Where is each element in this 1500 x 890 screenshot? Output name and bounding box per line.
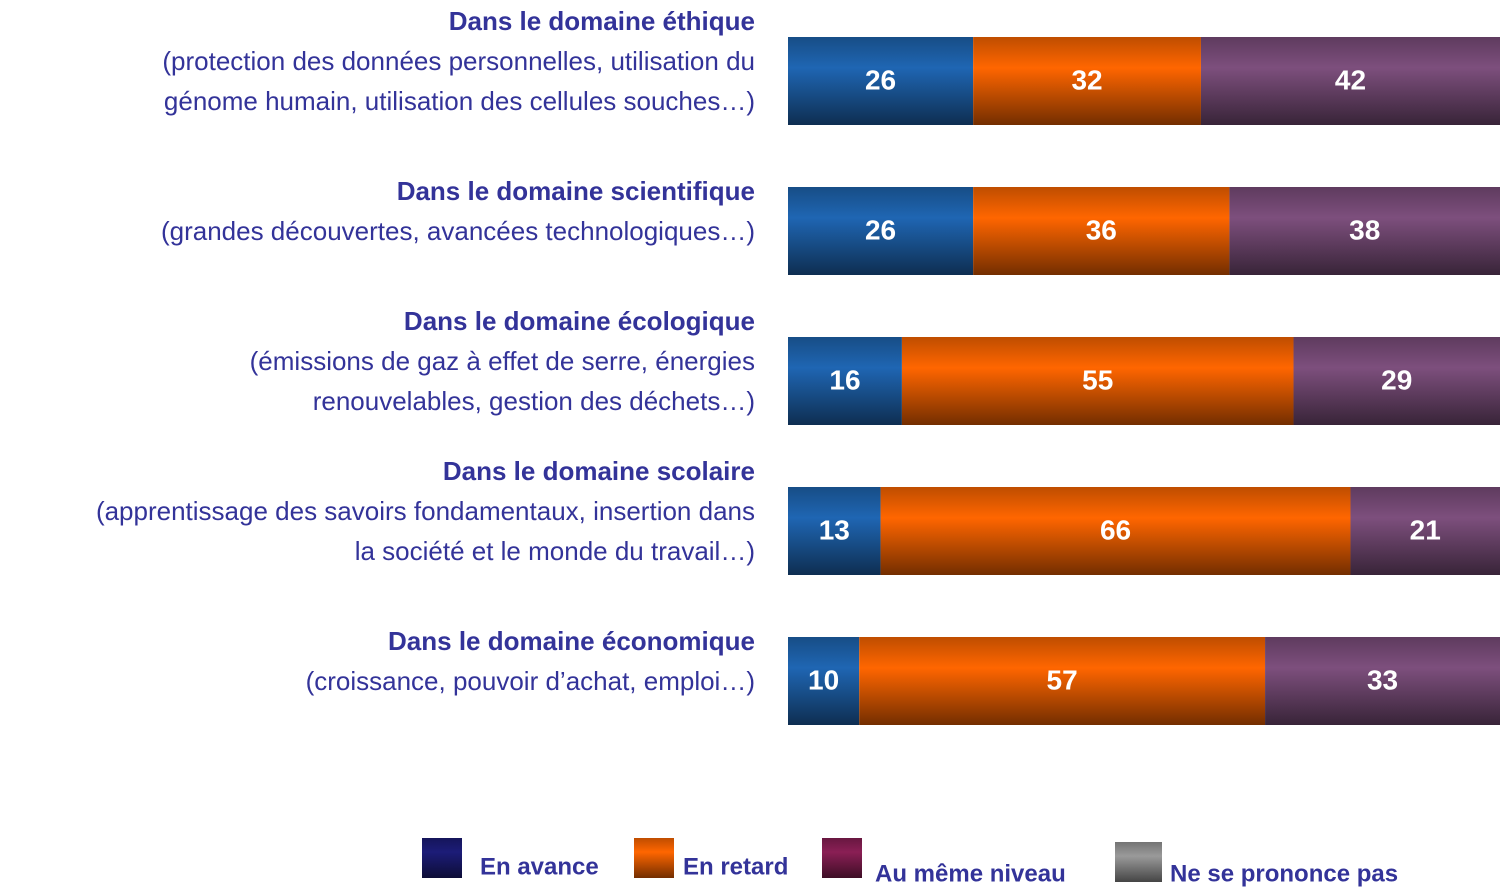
bar-segment	[1200, 37, 1500, 125]
data-label: 26	[865, 64, 896, 95]
bar-segment	[788, 487, 881, 575]
category-detail: (croissance, pouvoir d’achat, emploi…)	[306, 666, 755, 696]
data-label: 33	[1367, 664, 1398, 695]
category-label: Dans le domaine écologique	[404, 306, 755, 336]
category-detail: (protection des données personnelles, ut…	[162, 46, 755, 76]
legend-label: Ne se prononce pas	[1170, 860, 1398, 887]
bar-segment	[880, 487, 1351, 575]
legend-label: Au même niveau	[875, 860, 1066, 887]
category-label: Dans le domaine scientifique	[397, 176, 755, 206]
category-label: Dans le domaine économique	[388, 626, 755, 656]
bar-segment	[973, 37, 1201, 125]
data-label: 29	[1381, 364, 1412, 395]
category-label: Dans le domaine éthique	[449, 6, 755, 36]
data-label: 13	[819, 514, 850, 545]
data-label: 66	[1100, 514, 1131, 545]
category-detail: renouvelables, gestion des déchets…)	[313, 386, 755, 416]
legend-swatch	[634, 838, 674, 878]
data-label: 21	[1410, 514, 1441, 545]
bar-segment	[788, 187, 974, 275]
category-label: Dans le domaine scolaire	[443, 456, 755, 486]
category-detail: génome humain, utilisation des cellules …	[164, 86, 755, 116]
data-label: 16	[829, 364, 860, 395]
category-detail: la société et le monde du travail…)	[355, 536, 755, 566]
bar-segment	[859, 637, 1266, 725]
bar-segment	[1229, 187, 1500, 275]
bar-segment	[788, 37, 974, 125]
data-label: 26	[865, 214, 896, 245]
bar-segment	[788, 337, 902, 425]
bar-segment	[1265, 637, 1500, 725]
bar-segment	[1350, 487, 1500, 575]
category-detail: (grandes découvertes, avancées technolog…	[161, 216, 755, 246]
data-label: 10	[808, 664, 839, 695]
data-label: 36	[1086, 214, 1117, 245]
category-detail: (émissions de gaz à effet de serre, éner…	[250, 346, 755, 376]
category-detail: (apprentissage des savoirs fondamentaux,…	[96, 496, 755, 526]
data-label: 42	[1335, 64, 1366, 95]
data-label: 38	[1349, 214, 1380, 245]
data-label: 32	[1071, 64, 1102, 95]
bar-segment	[973, 187, 1230, 275]
data-label: 57	[1047, 664, 1078, 695]
data-label: 55	[1082, 364, 1113, 395]
legend-swatch	[822, 838, 862, 878]
legend-label: En avance	[480, 853, 599, 880]
bar-segment	[1293, 337, 1500, 425]
bar-segment	[901, 337, 1294, 425]
bar-segment	[788, 637, 860, 725]
legend-swatch	[422, 838, 462, 878]
legend-swatch	[1115, 842, 1162, 882]
legend-label: En retard	[683, 853, 788, 880]
